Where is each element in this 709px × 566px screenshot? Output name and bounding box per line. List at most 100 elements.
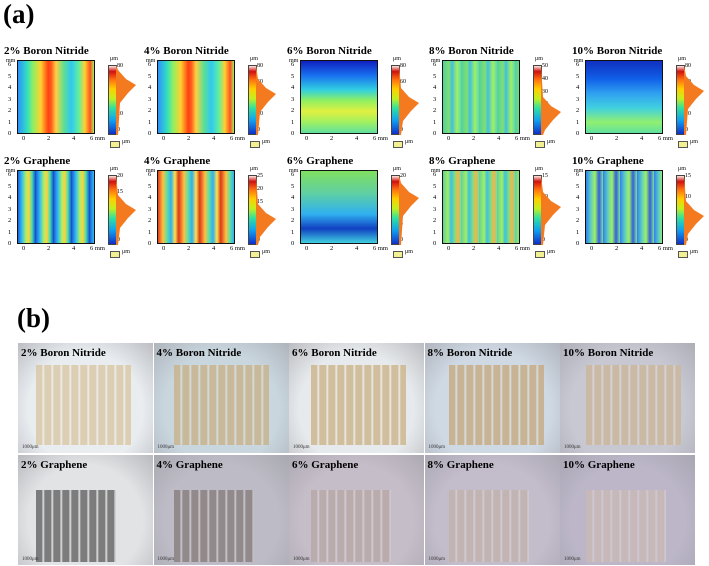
y-tick-label: 5 <box>576 72 580 80</box>
wear-track-micrograph: 4% Graphene 1000μm <box>153 455 289 565</box>
y-tick-label: 5 <box>576 182 580 190</box>
x-tick-label: 4 <box>640 245 644 252</box>
legend-label: μm <box>547 139 555 145</box>
wear-track-micrograph: 6% Boron Nitride 1000μm <box>289 343 424 453</box>
x-tick-label: 2 <box>472 135 476 142</box>
y-tick-label: 2 <box>576 217 580 224</box>
y-tick-label: 5 <box>148 72 152 80</box>
x-tick-label: 4 <box>497 245 501 252</box>
y-tick-label: 3 <box>291 95 295 103</box>
height-histogram <box>256 65 276 135</box>
x-tick-label: 0 <box>162 245 166 252</box>
height-map-image <box>300 170 378 244</box>
wear-track-micrograph: 8% Graphene 1000μm <box>424 455 560 565</box>
x-tick-label: 0 <box>305 245 309 252</box>
wear-track <box>311 490 391 562</box>
micrograph-title: 10% Graphene <box>563 459 635 471</box>
x-tick-label: 4 <box>212 245 216 252</box>
y-tick-label: 2 <box>576 107 580 114</box>
colorbar-unit: μm <box>250 166 258 172</box>
height-map-image <box>442 60 520 134</box>
y-tick-label: 5 <box>8 72 12 80</box>
micrograph-title: 8% Graphene <box>427 459 494 471</box>
height-histogram <box>541 65 561 135</box>
legend-swatch <box>250 251 260 258</box>
x-tick-label: 0 <box>447 245 451 252</box>
y-tick-label: 0 <box>291 130 295 137</box>
y-tick-label: 2 <box>291 217 295 224</box>
height-map-image <box>585 170 663 244</box>
map-title: 10% Boron Nitride <box>572 45 663 57</box>
colorbar-tick-label: 20 <box>257 111 263 117</box>
y-tick-label: 1 <box>576 118 580 126</box>
wear-track-micrograph: 2% Boron Nitride 1000μm <box>18 343 153 453</box>
map-title: 4% Graphene <box>144 155 211 167</box>
x-tick-label: 4 <box>72 245 76 252</box>
y-tick-label: 0 <box>8 130 12 137</box>
map-cell: 8% Boron Nitride mm 6 5 4 3 2 1 0 0 2 4 6 mm μm 50 40 30… <box>427 45 567 160</box>
colorbar-tick-label: 0 <box>685 127 688 133</box>
y-tick-label: 6 <box>576 171 580 178</box>
x-tick-label: 4 <box>355 245 359 252</box>
legend-label: μm <box>122 139 130 145</box>
colorbar-tick-label: 20 <box>257 185 263 192</box>
height-map-image <box>157 170 235 244</box>
legend-label: μm <box>122 249 130 255</box>
y-tick-label: 4 <box>433 84 437 91</box>
colorbar-unit: μm <box>393 166 401 172</box>
colorbar-tick-label: 25 <box>257 173 263 179</box>
scale-bar-label: 1000μm <box>293 445 310 450</box>
y-tick-label: 0 <box>8 240 12 247</box>
scale-bar-label: 1000μm <box>428 557 446 562</box>
colorbar-tick-label: 20 <box>400 173 406 179</box>
micrograph-title: 10% Boron Nitride <box>563 347 654 359</box>
colorbar-tick-label: 0 <box>117 127 120 133</box>
y-tick-label: 4 <box>291 194 295 201</box>
y-tick-label: 3 <box>291 205 295 213</box>
legend-swatch <box>678 251 688 258</box>
height-histogram <box>399 175 419 245</box>
x-tick-label: 0 <box>22 245 26 252</box>
x-tick-label: 4 <box>72 135 76 142</box>
x-tick-label: 0 <box>590 135 594 142</box>
colorbar-tick-label: 15 <box>542 173 548 179</box>
x-axis-unit: 6 mm <box>230 135 245 142</box>
x-tick-label: 4 <box>640 135 644 142</box>
micrograph-title: 2% Boron Nitride <box>21 347 106 359</box>
legend-label: μm <box>262 139 270 145</box>
x-axis-unit: 6 mm <box>515 135 530 142</box>
map-title: 2% Graphene <box>4 155 71 167</box>
x-tick-label: 0 <box>22 135 26 142</box>
wear-track <box>173 490 254 562</box>
y-axis-unit: mm <box>431 58 441 64</box>
colorbar-tick-label: 80 <box>257 63 263 69</box>
y-tick-label: 6 <box>8 171 12 178</box>
y-tick-label: 5 <box>291 72 295 80</box>
wear-track-micrograph: 10% Boron Nitride 1000μm <box>560 343 695 453</box>
legend-swatch <box>393 251 403 258</box>
colorbar-tick-label: 30 <box>542 88 548 95</box>
y-tick-label: 3 <box>433 95 437 103</box>
y-axis-unit: mm <box>574 168 584 174</box>
map-title: 8% Graphene <box>429 155 496 167</box>
histogram-shape <box>399 65 419 135</box>
x-axis-unit: 6 mm <box>373 245 388 252</box>
wear-track-micrograph: 6% Graphene 1000μm <box>289 455 424 565</box>
histogram-shape <box>684 175 704 245</box>
map-title: 2% Boron Nitride <box>4 45 89 57</box>
height-map-image <box>157 60 235 134</box>
y-tick-label: 3 <box>148 95 152 103</box>
y-tick-label: 3 <box>8 205 12 213</box>
y-axis-unit: mm <box>289 58 299 64</box>
y-tick-label: 0 <box>148 130 152 137</box>
colorbar-tick-label: 80 <box>685 63 691 69</box>
legend-swatch <box>678 141 688 148</box>
micrograph-title: 2% Graphene <box>21 459 88 471</box>
height-map-image <box>300 60 378 134</box>
y-tick-label: 6 <box>291 171 295 178</box>
y-tick-label: 1 <box>8 228 12 236</box>
